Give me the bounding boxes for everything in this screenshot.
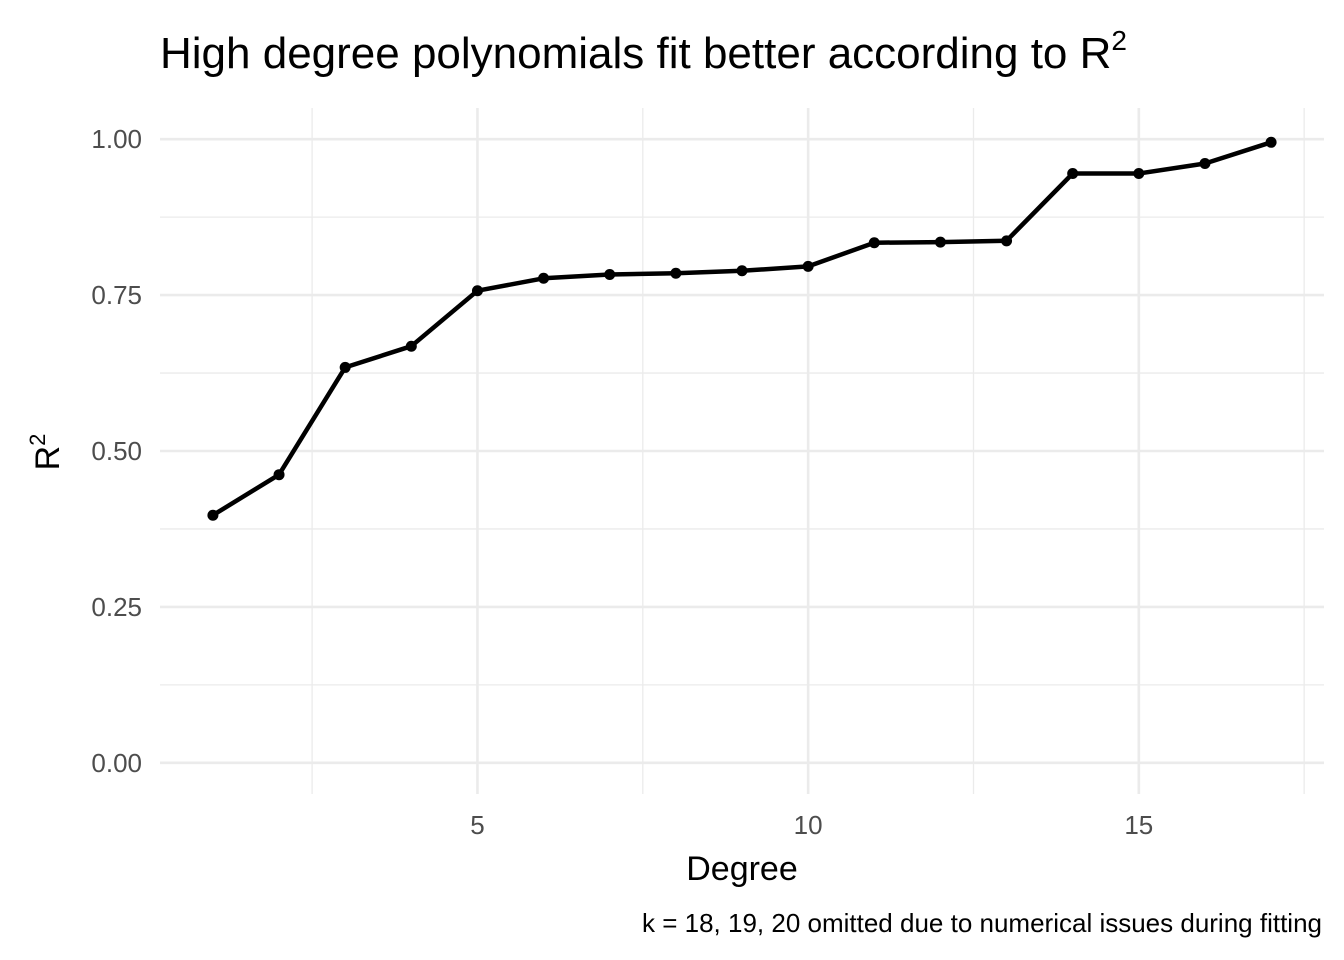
chart-title-text: High degree polynomials fit better accor… [160, 29, 1111, 78]
grid-layer [160, 108, 1324, 794]
y-axis-tick-labels: 0.00 0.25 0.50 0.75 1.00 [91, 124, 142, 778]
data-point [736, 265, 748, 277]
data-point [604, 269, 616, 281]
series-line [211, 140, 1272, 518]
y-tick-label: 0.25 [91, 592, 142, 622]
y-tick-label: 0.50 [91, 436, 142, 466]
x-tick-label: 15 [1124, 810, 1153, 840]
data-point [273, 469, 285, 481]
data-point [1199, 158, 1211, 170]
data-point [1265, 136, 1277, 148]
data-point [471, 285, 483, 297]
data-point [538, 272, 550, 284]
series-layer [207, 136, 1277, 521]
y-axis-title-superscript: 2 [25, 434, 50, 446]
data-point [405, 340, 417, 352]
y-axis-title-text: R [29, 446, 67, 471]
data-point [1133, 167, 1145, 179]
y-tick-label: 1.00 [91, 124, 142, 154]
y-tick-label: 0.75 [91, 280, 142, 310]
chart-title-superscript: 2 [1111, 25, 1127, 56]
data-point [868, 237, 880, 249]
y-axis-title: R2 [25, 434, 67, 471]
x-tick-label: 5 [470, 810, 484, 840]
y-tick-label: 0.00 [91, 748, 142, 778]
x-axis-tick-labels: 5 10 15 [470, 810, 1153, 840]
chart-caption: k = 18, 19, 20 omitted due to numerical … [642, 908, 1322, 938]
data-point [1001, 235, 1013, 247]
data-point [934, 236, 946, 248]
data-point [339, 361, 351, 373]
data-point [207, 509, 219, 521]
data-point [670, 267, 682, 279]
x-tick-label: 10 [794, 810, 823, 840]
data-point [1067, 167, 1079, 179]
x-axis-title: Degree [686, 850, 798, 888]
data-point [802, 260, 814, 272]
chart-title: High degree polynomials fit better accor… [160, 25, 1127, 78]
